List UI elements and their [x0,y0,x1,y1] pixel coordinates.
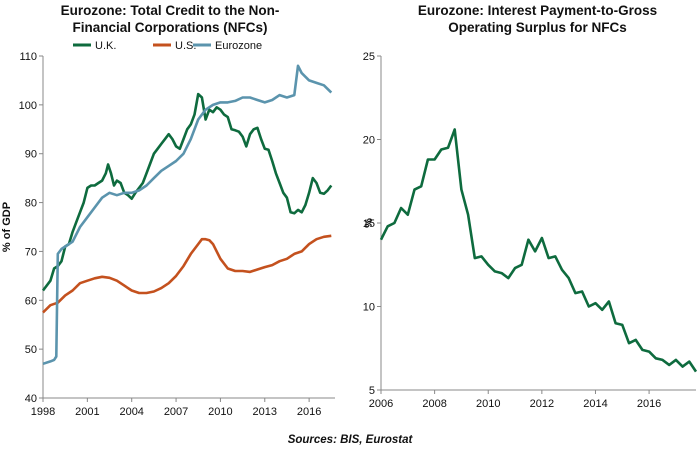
right-y-tick-label: 20 [363,135,375,147]
left-y-tick-label: 100 [19,100,37,112]
right-x-tick-label: 2006 [369,398,393,410]
right-x-tick-label: 2014 [583,398,607,410]
left-x-tick-label: 2007 [164,406,188,418]
left-series-line-uk [41,92,333,292]
right-y-tick-label: 15 [363,218,375,230]
left-y-tick-label: 60 [25,295,37,307]
right-x-tick-label: 2012 [530,398,554,410]
left-y-tick-label: 70 [25,246,37,258]
right-chart: 5 10 15 20 25 2006 2008 2010 2012 2014 2016% [363,51,698,410]
right-series-line-0 [379,128,698,373]
right-x-tick-label: 2010 [476,398,500,410]
right-x-tick-label: 2016 [637,398,661,410]
left-x-tick-label: 2004 [119,406,143,418]
left-y-tick-label: 110 [19,51,37,63]
left-series-line-eurozone [42,64,333,366]
right-y-axis-label: % [363,218,375,228]
left-chart-title-line-2: Financial Corporations (NFCs) [72,20,268,35]
left-y-tick-label: 50 [25,344,37,356]
left-chart: 40 50 60 70 80 90 100 110 1998 2001 2004 2007 2010 20… [1,40,335,418]
left-y-tick-label: 40 [25,393,37,405]
left-x-tick-label: 2001 [75,406,99,418]
legend-label-eurozone: Eurozone [215,40,262,52]
left-series-line-us [42,234,332,314]
left-x-tick-label: 2010 [208,406,232,418]
left-chart-title-line-1: Eurozone: Total Credit to the Non- [60,3,280,18]
right-y-tick-label: 25 [363,51,375,63]
left-x-tick-label: 2016 [297,406,321,418]
left-y-tick-label: 80 [25,198,37,210]
legend-label-uk: U.K. [95,40,116,52]
left-y-axis-label: % of GDP [1,202,13,252]
left-legend: U.K. U.S. Eurozone [73,40,262,52]
source-note: Sources: BIS, Eurostat [287,434,413,446]
right-chart-title-line-2: Operating Surplus for NFCs [448,20,627,35]
left-y-tick-label: 90 [25,149,37,161]
right-chart-title-line-1: Eurozone: Interest Payment-to-Gross [417,3,658,18]
left-x-tick-label: 1998 [31,406,55,418]
right-x-tick-label: 2008 [422,398,446,410]
left-x-tick-label: 2013 [253,406,277,418]
right-y-tick-label: 5 [369,385,375,397]
legend-label-us: U.S. [175,40,196,52]
right-chart-title: Eurozone: Interest Payment-to-Gross Oper… [380,2,695,36]
right-y-tick-label: 10 [363,302,375,314]
left-chart-title: Eurozone: Total Credit to the Non- Finan… [20,2,320,36]
